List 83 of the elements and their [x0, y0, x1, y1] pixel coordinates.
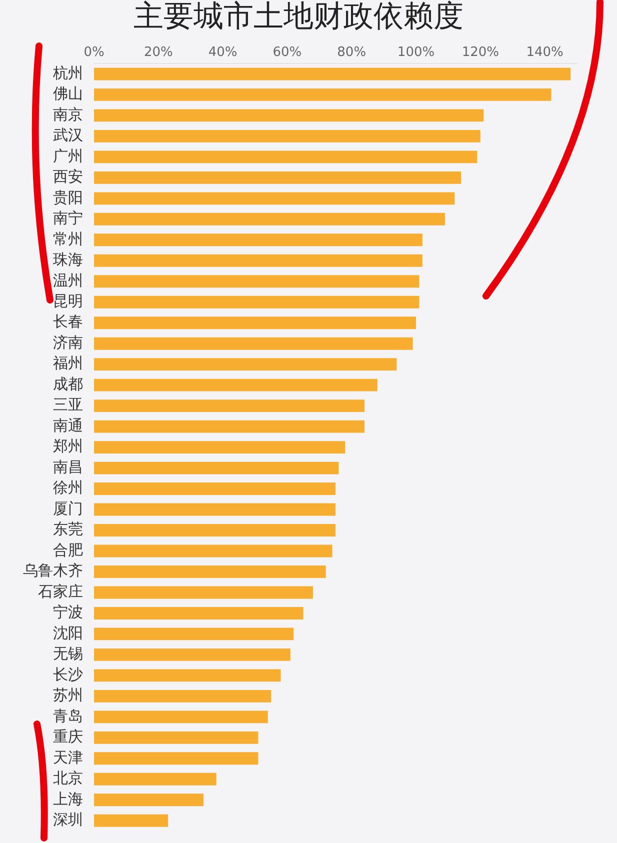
y-tick-label: 佛山: [53, 84, 83, 103]
y-tick-label: 乌鲁木齐: [23, 562, 83, 580]
y-tick-label: 成都: [53, 374, 83, 393]
y-tick-label: 长沙: [53, 665, 83, 684]
x-tick-label: 80%: [337, 45, 366, 60]
y-tick-label: 三亚: [53, 396, 83, 414]
bar: [94, 130, 480, 142]
bar: [94, 772, 216, 786]
bar: [94, 171, 462, 184]
y-tick-label: 西安: [53, 168, 83, 186]
y-tick-label: 深圳: [53, 810, 83, 829]
y-tick-label: 珠海: [53, 250, 83, 269]
y-tick-label: 徐州: [53, 478, 83, 497]
bar: [94, 566, 326, 578]
bar: [94, 731, 258, 744]
y-tick-label: 重庆: [53, 728, 83, 746]
bar: [94, 690, 272, 702]
bar: [94, 669, 281, 682]
y-tick-label: 杭州: [52, 64, 83, 82]
bar: [94, 378, 378, 392]
chart-title: 主要城市土地财政依赖度: [134, 0, 464, 34]
y-tick-label: 广州: [53, 146, 83, 165]
y-tick-label: 济南: [53, 333, 83, 352]
y-tick-label: 常州: [53, 230, 83, 248]
y-tick-label: 贵阳: [53, 188, 83, 206]
y-tick-label: 南通: [53, 416, 83, 434]
y-tick-label: 北京: [53, 769, 83, 788]
bar: [94, 814, 168, 827]
bar: [94, 275, 420, 288]
y-tick-label: 昆明: [53, 292, 83, 310]
bar: [94, 337, 413, 350]
y-tick-label: 武汉: [53, 126, 83, 144]
y-tick-label: 厦门: [53, 499, 83, 518]
y-tick-label: 南京: [53, 105, 83, 124]
y-tick-label: 合肥: [53, 540, 83, 559]
y-tick-label: 东莞: [53, 520, 83, 538]
bar: [94, 109, 484, 122]
bar: [94, 400, 364, 412]
bar: [94, 544, 332, 558]
y-tick-label: 长春: [53, 312, 83, 331]
x-tick-label: 60%: [272, 45, 302, 60]
bar: [94, 441, 346, 454]
bar: [94, 150, 478, 164]
bar: [94, 710, 268, 724]
bar: [94, 234, 422, 246]
bar: [94, 420, 364, 433]
y-tick-label: 南昌: [53, 458, 83, 476]
y-tick-label: 宁波: [53, 603, 83, 622]
y-tick-label: 南宁: [53, 209, 83, 228]
x-tick-label: 120%: [462, 45, 499, 60]
x-tick-label: 140%: [526, 45, 564, 60]
bar: [94, 68, 571, 80]
bar: [94, 296, 420, 308]
bar: [94, 752, 258, 765]
bar: [94, 212, 445, 226]
bar: [94, 503, 336, 516]
bar: [94, 254, 422, 267]
bar: [94, 524, 336, 536]
x-tick-label: 20%: [144, 45, 173, 60]
y-tick-label: 无锡: [53, 644, 83, 663]
bar: [94, 462, 339, 474]
x-tick-label: 0%: [84, 45, 104, 60]
y-tick-label: 福州: [53, 354, 83, 372]
bar: [94, 482, 336, 496]
bar: [94, 628, 294, 640]
bar: [94, 316, 416, 330]
y-tick-label: 石家庄: [38, 582, 83, 600]
y-tick-label: 天津: [53, 748, 83, 766]
bar: [94, 192, 455, 205]
bar: [94, 88, 552, 101]
y-tick-label: 苏州: [53, 686, 83, 704]
bar: [94, 607, 304, 620]
x-tick-label: 40%: [208, 45, 238, 60]
y-tick-label: 郑州: [53, 437, 83, 456]
y-tick-label: 青岛: [53, 706, 83, 725]
bar: [94, 794, 204, 806]
bar: [94, 358, 397, 371]
y-tick-label: 沈阳: [53, 624, 83, 642]
y-tick-label: 温州: [53, 271, 83, 290]
bar: [94, 648, 290, 661]
bar: [94, 586, 313, 599]
y-tick-label: 上海: [53, 790, 83, 808]
x-tick-label: 100%: [397, 45, 435, 60]
